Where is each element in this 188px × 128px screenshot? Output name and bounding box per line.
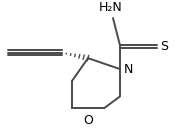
Text: S: S [160,40,168,53]
Text: O: O [83,114,93,127]
Text: N: N [124,63,133,76]
Text: H₂N: H₂N [99,1,123,14]
